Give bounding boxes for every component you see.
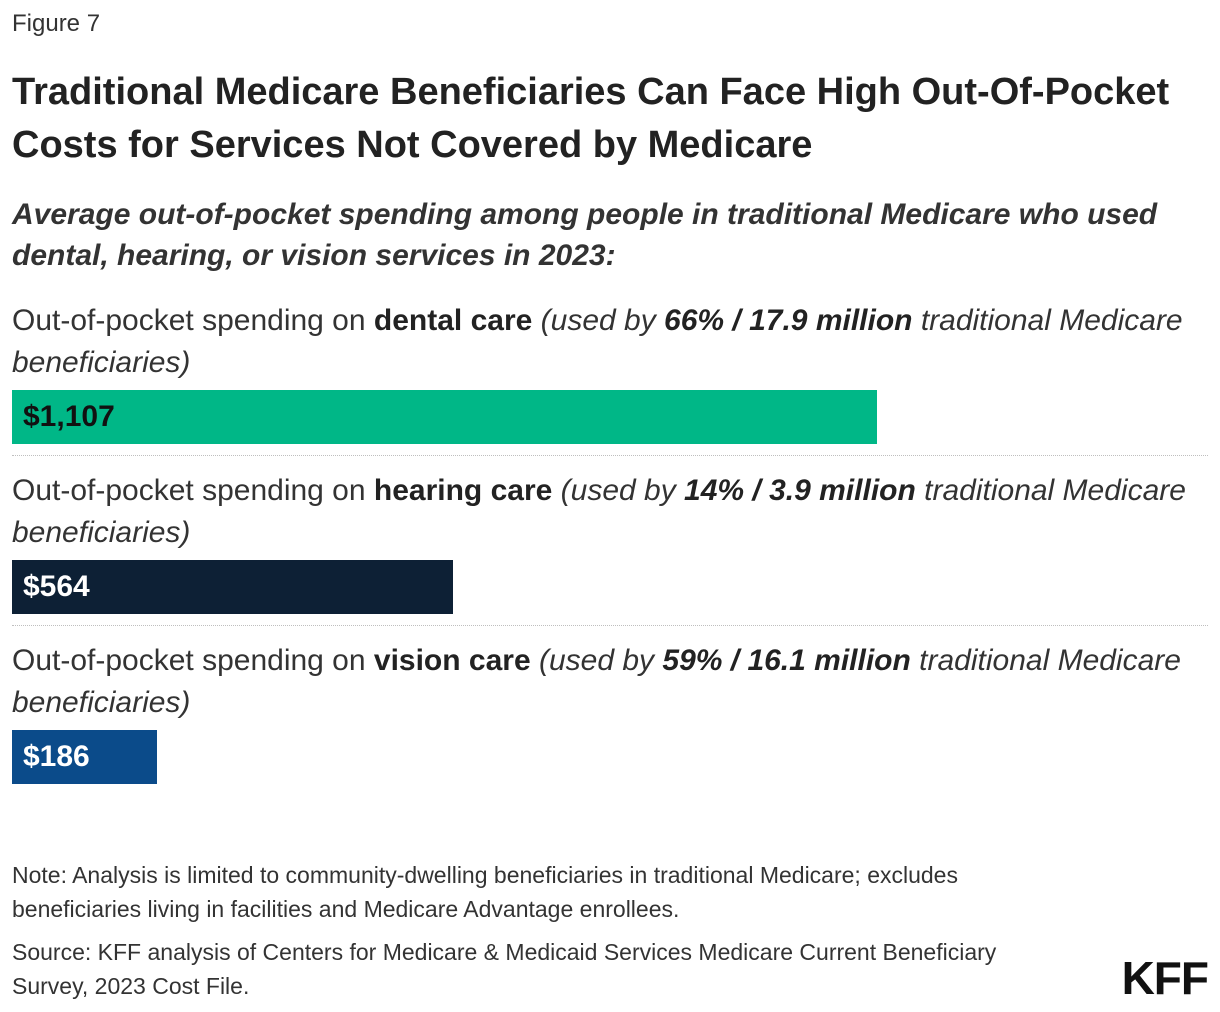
row-divider [12,625,1208,626]
figure-label: Figure 7 [12,10,101,37]
row-label-prefix: Out-of-pocket spending on [12,474,374,507]
row-divider [12,455,1208,456]
row-label: Out-of-pocket spending on hearing care (… [12,470,1208,554]
usage-outro: traditional Medicare beneficiaries) [12,304,1183,379]
row-label: Out-of-pocket spending on vision care (u… [12,640,1208,724]
usage-intro: (used by [530,644,663,677]
bar: $564 [12,560,453,614]
chart-subtitle: Average out-of-pocket spending among peo… [12,198,1158,272]
usage-outro: traditional Medicare beneficiaries) [12,644,1181,719]
usage-share: 14% / 3.9 million [684,474,916,507]
row-label-service: dental care [373,304,533,337]
chart-title: Traditional Medicare Beneficiaries Can F… [12,71,1170,166]
usage-intro: (used by [552,474,685,507]
chart-note: Note: Analysis is limited to community-d… [12,862,958,922]
row-label-prefix: Out-of-pocket spending on [12,644,374,677]
row-label: Out-of-pocket spending on dental care (u… [12,300,1208,384]
row-label-usage: (used by 66% / 17.9 million traditional … [12,304,1183,379]
chart-source: Source: KFF analysis of Centers for Medi… [12,939,997,999]
row-label-usage: (used by 59% / 16.1 million traditional … [12,644,1181,719]
usage-outro: traditional Medicare beneficiaries) [12,474,1186,549]
usage-share: 59% / 16.1 million [662,644,911,677]
bar: $1,107 [12,390,877,444]
row-label-service: vision care [373,644,531,677]
kff-logo: KFF [1121,952,1209,1004]
row-label-service: hearing care [373,474,553,507]
row-label-usage: (used by 14% / 3.9 million traditional M… [12,474,1186,549]
usage-intro: (used by [532,304,665,337]
row-label-prefix: Out-of-pocket spending on [12,304,374,337]
bar-value-label: $186 [23,740,90,773]
usage-share: 66% / 17.9 million [664,304,913,337]
bar-value-label: $564 [23,570,90,603]
bar-value-label: $1,107 [23,400,115,433]
bar: $186 [12,730,157,784]
